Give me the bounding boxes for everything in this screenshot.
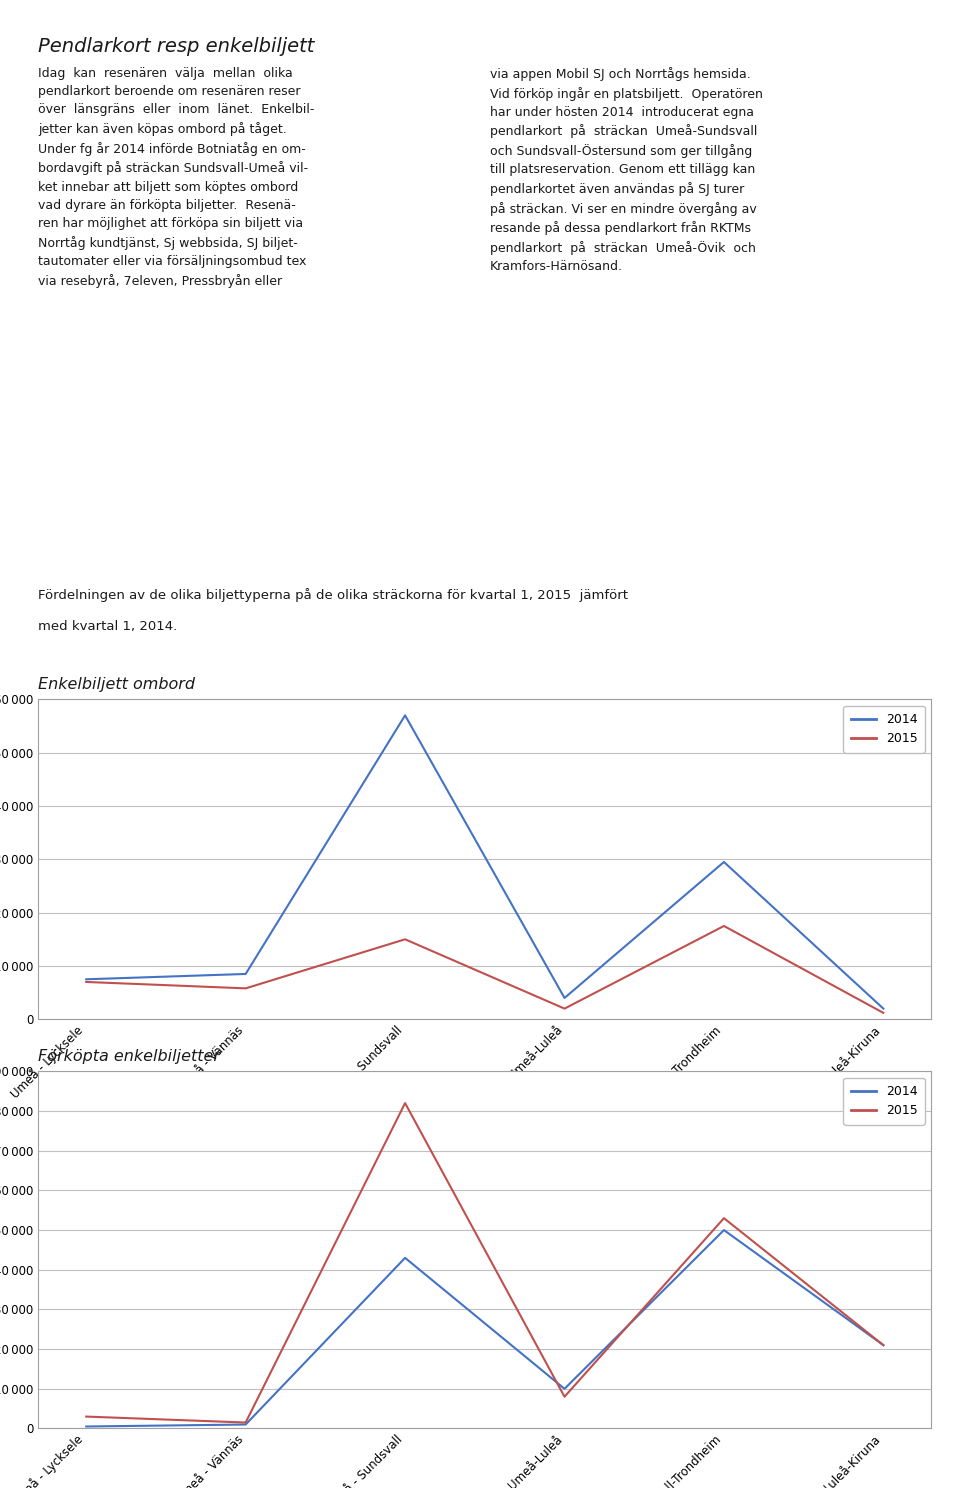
Legend: 2014, 2015: 2014, 2015 <box>843 1077 924 1125</box>
Text: Pendlarkort resp enkelbiljett: Pendlarkort resp enkelbiljett <box>38 37 315 57</box>
Text: Enkelbiljett ombord: Enkelbiljett ombord <box>38 677 196 692</box>
Text: Idag  kan  resenären  välja  mellan  olika
pendlarkort beroende om resenären res: Idag kan resenären välja mellan olika pe… <box>38 67 315 287</box>
Text: Fördelningen av de olika biljettyperna på de olika sträckorna för kvartal 1, 201: Fördelningen av de olika biljettyperna p… <box>38 588 629 601</box>
Legend: 2014, 2015: 2014, 2015 <box>843 705 924 753</box>
Text: med kvartal 1, 2014.: med kvartal 1, 2014. <box>38 620 178 634</box>
Text: via appen Mobil SJ och Norrtågs hemsida.
Vid förköp ingår en platsbiljett.  Oper: via appen Mobil SJ och Norrtågs hemsida.… <box>490 67 762 274</box>
Text: Förköpta enkelbiljetter: Förköpta enkelbiljetter <box>38 1049 221 1064</box>
